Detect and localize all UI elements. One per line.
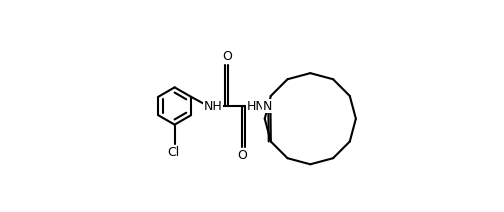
Text: O: O bbox=[237, 149, 247, 162]
Text: N: N bbox=[263, 99, 273, 113]
Text: N: N bbox=[263, 99, 273, 113]
Text: Cl: Cl bbox=[167, 146, 180, 159]
Text: O: O bbox=[223, 50, 232, 63]
Text: HN: HN bbox=[247, 99, 266, 113]
Text: NH: NH bbox=[204, 99, 222, 113]
